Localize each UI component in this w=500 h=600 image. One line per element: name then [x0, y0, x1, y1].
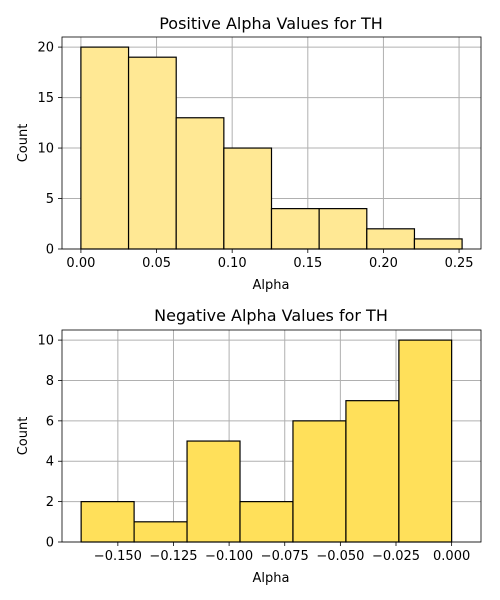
histogram-bar	[413, 238, 463, 250]
histogram-bar	[127, 56, 177, 250]
y-tick-label: 10	[37, 334, 54, 349]
histogram-bar	[175, 117, 225, 250]
x-tick-label: 0.25	[445, 256, 474, 271]
histogram-bar	[133, 521, 188, 543]
histogram-bar	[223, 147, 273, 250]
x-tick-label: −0.025	[372, 549, 420, 564]
x-tick-label: 0.10	[218, 256, 247, 271]
plot-frame	[61, 329, 482, 543]
x-tick-label: −0.125	[149, 549, 197, 564]
histogram-bar	[292, 420, 347, 543]
histogram-bar	[80, 46, 130, 250]
y-tick-label: 20	[37, 41, 54, 56]
y-tick-label: 2	[46, 495, 54, 510]
positive-alpha-histogram: Positive Alpha Values for TH 0.00 0.05 0.1…	[16, 14, 482, 293]
y-tick-label: 15	[37, 91, 54, 106]
plot-frame	[61, 36, 482, 250]
histogram-bar	[80, 501, 135, 543]
y-tick-label: 0	[46, 536, 54, 551]
x-tick-label: 0.00	[66, 256, 95, 271]
histogram-bar	[398, 339, 453, 543]
x-tick-label: 0.15	[293, 256, 322, 271]
x-tick-label: −0.050	[316, 549, 364, 564]
x-axis-label: Alpha	[253, 278, 290, 293]
histogram-bar	[186, 440, 241, 543]
negative-alpha-histogram: Negative Alpha Values for TH −0.150 −0.12…	[16, 306, 482, 586]
x-tick-label: −0.150	[94, 549, 142, 564]
y-tick-label: 10	[37, 142, 54, 157]
y-axis-label: Count	[16, 417, 31, 456]
chart-title: Negative Alpha Values for TH	[154, 306, 388, 325]
x-tick-label: 0.000	[433, 549, 470, 564]
x-tick-label: −0.075	[261, 549, 309, 564]
histogram-bar	[318, 208, 368, 250]
histogram-bar	[270, 208, 320, 250]
x-tick-label: 0.20	[369, 256, 398, 271]
y-tick-label: 6	[46, 414, 54, 429]
histogram-bar	[239, 501, 294, 543]
y-tick-label: 5	[46, 192, 54, 207]
x-tick-label: −0.100	[205, 549, 253, 564]
y-axis-label: Count	[16, 124, 31, 163]
x-axis-label: Alpha	[253, 571, 290, 586]
y-tick-label: 4	[46, 455, 54, 470]
histogram-bar	[345, 400, 400, 543]
y-tick-label: 8	[46, 374, 54, 389]
y-tick-label: 0	[46, 243, 54, 258]
histogram-bar	[366, 228, 416, 250]
chart-title: Positive Alpha Values for TH	[159, 14, 383, 33]
x-tick-label: 0.05	[142, 256, 171, 271]
